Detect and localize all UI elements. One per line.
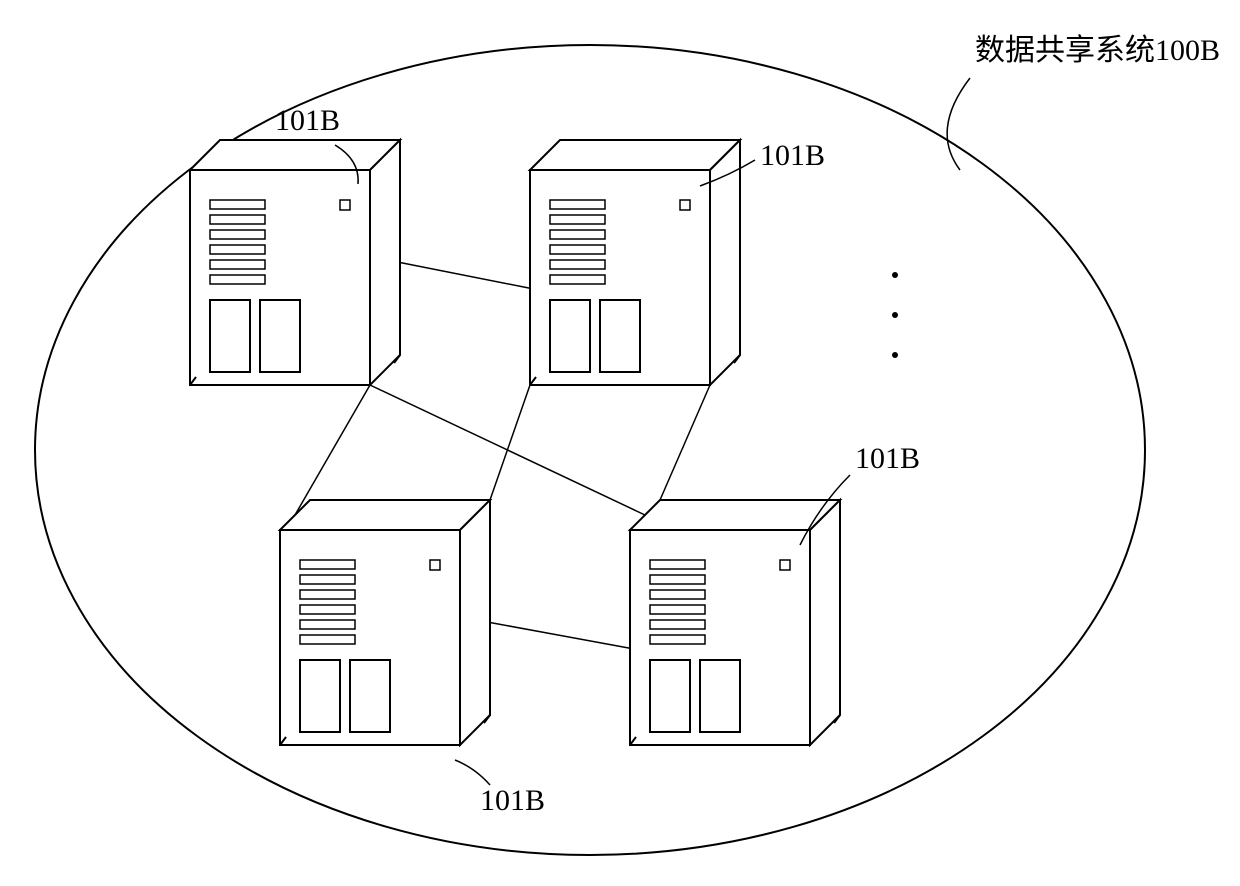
diagram-canvas: 数据共享系统100B 101B 101B 101B 101B bbox=[0, 0, 1240, 886]
server-side bbox=[460, 500, 490, 745]
server-side bbox=[810, 500, 840, 745]
server-top bbox=[530, 140, 740, 170]
server-node: 101B bbox=[190, 104, 400, 385]
server-top bbox=[630, 500, 840, 530]
background bbox=[0, 0, 1240, 886]
node-label: 101B bbox=[855, 442, 920, 475]
server-top bbox=[280, 500, 490, 530]
system-label: 数据共享系统100B bbox=[975, 34, 1220, 67]
ellipsis-dot-icon bbox=[892, 352, 898, 358]
node-label: 101B bbox=[480, 784, 545, 817]
node-label: 101B bbox=[275, 104, 340, 137]
server-top bbox=[190, 140, 400, 170]
server-front bbox=[530, 170, 710, 385]
server-side bbox=[710, 140, 740, 385]
server-front bbox=[280, 530, 460, 745]
node-label: 101B bbox=[760, 139, 825, 172]
ellipsis-dot-icon bbox=[892, 312, 898, 318]
server-front bbox=[190, 170, 370, 385]
ellipsis-dot-icon bbox=[892, 272, 898, 278]
server-side bbox=[370, 140, 400, 385]
server-front bbox=[630, 530, 810, 745]
